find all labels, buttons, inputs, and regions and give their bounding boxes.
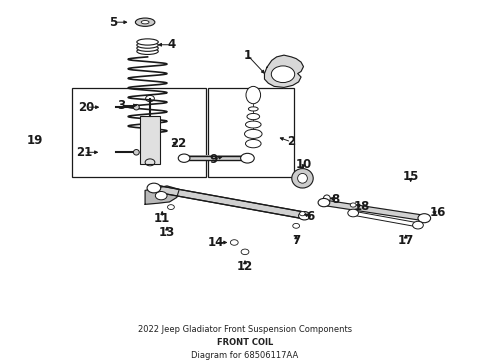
- Ellipse shape: [297, 174, 307, 183]
- Text: 19: 19: [26, 134, 43, 147]
- Text: 11: 11: [154, 212, 171, 225]
- Ellipse shape: [137, 45, 158, 51]
- Text: 2022 Jeep Gladiator Front Suspension Components: 2022 Jeep Gladiator Front Suspension Com…: [138, 325, 352, 334]
- Circle shape: [230, 240, 238, 245]
- Ellipse shape: [133, 149, 139, 155]
- Text: 9: 9: [209, 153, 218, 166]
- Text: 16: 16: [429, 207, 445, 220]
- Text: 6: 6: [307, 210, 315, 223]
- Ellipse shape: [246, 86, 261, 104]
- Circle shape: [298, 212, 310, 220]
- Ellipse shape: [141, 21, 149, 24]
- Bar: [72, 88, 206, 176]
- Circle shape: [299, 212, 305, 216]
- Ellipse shape: [248, 107, 258, 111]
- Polygon shape: [265, 55, 303, 87]
- Text: 3: 3: [117, 99, 125, 112]
- Circle shape: [318, 198, 330, 207]
- Circle shape: [147, 183, 161, 193]
- Text: 13: 13: [159, 226, 175, 239]
- Circle shape: [168, 205, 174, 210]
- Circle shape: [241, 153, 254, 163]
- Ellipse shape: [245, 139, 261, 148]
- Bar: [140, 116, 160, 165]
- Ellipse shape: [247, 113, 260, 120]
- Ellipse shape: [137, 48, 158, 54]
- Circle shape: [241, 249, 249, 255]
- Text: 5: 5: [109, 16, 118, 29]
- Ellipse shape: [137, 39, 158, 45]
- Text: 15: 15: [402, 170, 419, 183]
- Circle shape: [348, 209, 359, 217]
- Text: 12: 12: [237, 260, 253, 273]
- Text: 8: 8: [331, 193, 339, 206]
- Text: 7: 7: [292, 234, 300, 247]
- Ellipse shape: [292, 168, 313, 188]
- Circle shape: [413, 221, 423, 229]
- Ellipse shape: [135, 18, 155, 26]
- Text: 2: 2: [287, 135, 295, 148]
- Bar: [208, 88, 294, 176]
- Text: 17: 17: [398, 234, 414, 247]
- Ellipse shape: [133, 104, 139, 110]
- Text: 4: 4: [168, 38, 176, 51]
- Circle shape: [155, 192, 167, 200]
- Text: 1: 1: [244, 49, 251, 62]
- Text: 10: 10: [295, 158, 312, 171]
- Ellipse shape: [323, 195, 330, 202]
- Polygon shape: [152, 185, 306, 219]
- Text: 21: 21: [76, 146, 92, 159]
- Ellipse shape: [245, 121, 261, 128]
- Circle shape: [350, 203, 356, 207]
- Circle shape: [178, 154, 190, 162]
- Text: Diagram for 68506117AA: Diagram for 68506117AA: [192, 351, 298, 360]
- Circle shape: [271, 66, 294, 82]
- Text: 22: 22: [170, 137, 186, 150]
- Polygon shape: [323, 200, 425, 221]
- Text: FRONT COIL: FRONT COIL: [217, 338, 273, 347]
- Text: 20: 20: [78, 101, 95, 114]
- Ellipse shape: [245, 129, 262, 138]
- Circle shape: [293, 224, 299, 228]
- Circle shape: [418, 214, 431, 223]
- Ellipse shape: [137, 42, 158, 48]
- Text: 14: 14: [208, 236, 224, 249]
- Text: 18: 18: [354, 199, 370, 212]
- Polygon shape: [145, 186, 179, 204]
